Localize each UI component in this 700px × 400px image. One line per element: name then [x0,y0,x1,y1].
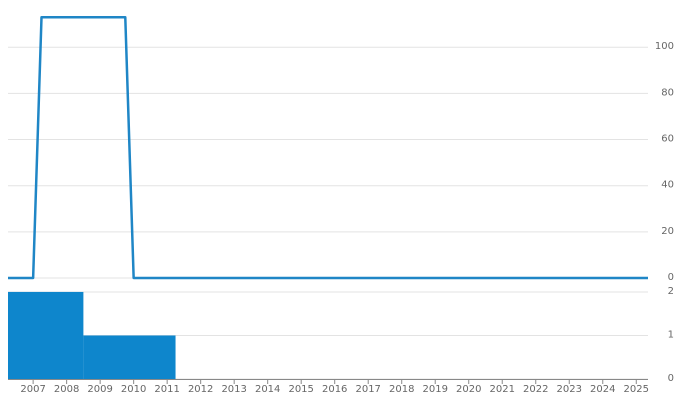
x-tick-label: 2010 [121,384,146,395]
x-tick-label: 2011 [154,384,179,395]
line [8,15,648,280]
x-tick-label: 2024 [590,384,615,395]
y-tick-label: 100 [655,41,674,52]
x-tick-label: 2019 [422,384,447,395]
bar [8,291,84,379]
y-tick-label: 60 [661,134,674,145]
x-tick-label: 2020 [456,384,481,395]
x-tick-label: 2015 [288,384,313,395]
x-tick-label: 2009 [87,384,112,395]
bar [83,335,176,379]
y-tick-label: 80 [661,87,674,98]
x-tick-label: 2012 [188,384,213,395]
x-tick-label: 2023 [557,384,582,395]
x-tick-label: 2018 [389,384,414,395]
y-tick-label: 0 [668,272,674,283]
y-tick-label: 20 [661,226,674,237]
x-tick-label: 2025 [624,384,649,395]
x-tick-label: 2017 [355,384,380,395]
y-tick-label: 0 [668,373,674,384]
x-tick-label: 2016 [322,384,347,395]
y-tick-label: 2 [668,286,674,297]
x-tick-label: 2021 [490,384,515,395]
y-tick-label: 1 [668,329,674,340]
x-tick-label: 2008 [54,384,79,395]
x-tick-label: 2007 [20,384,45,395]
y-tick-label: 40 [661,180,674,191]
x-tick-label: 2014 [255,384,280,395]
x-tick-label: 2022 [523,384,548,395]
x-tick-label: 2013 [221,384,246,395]
